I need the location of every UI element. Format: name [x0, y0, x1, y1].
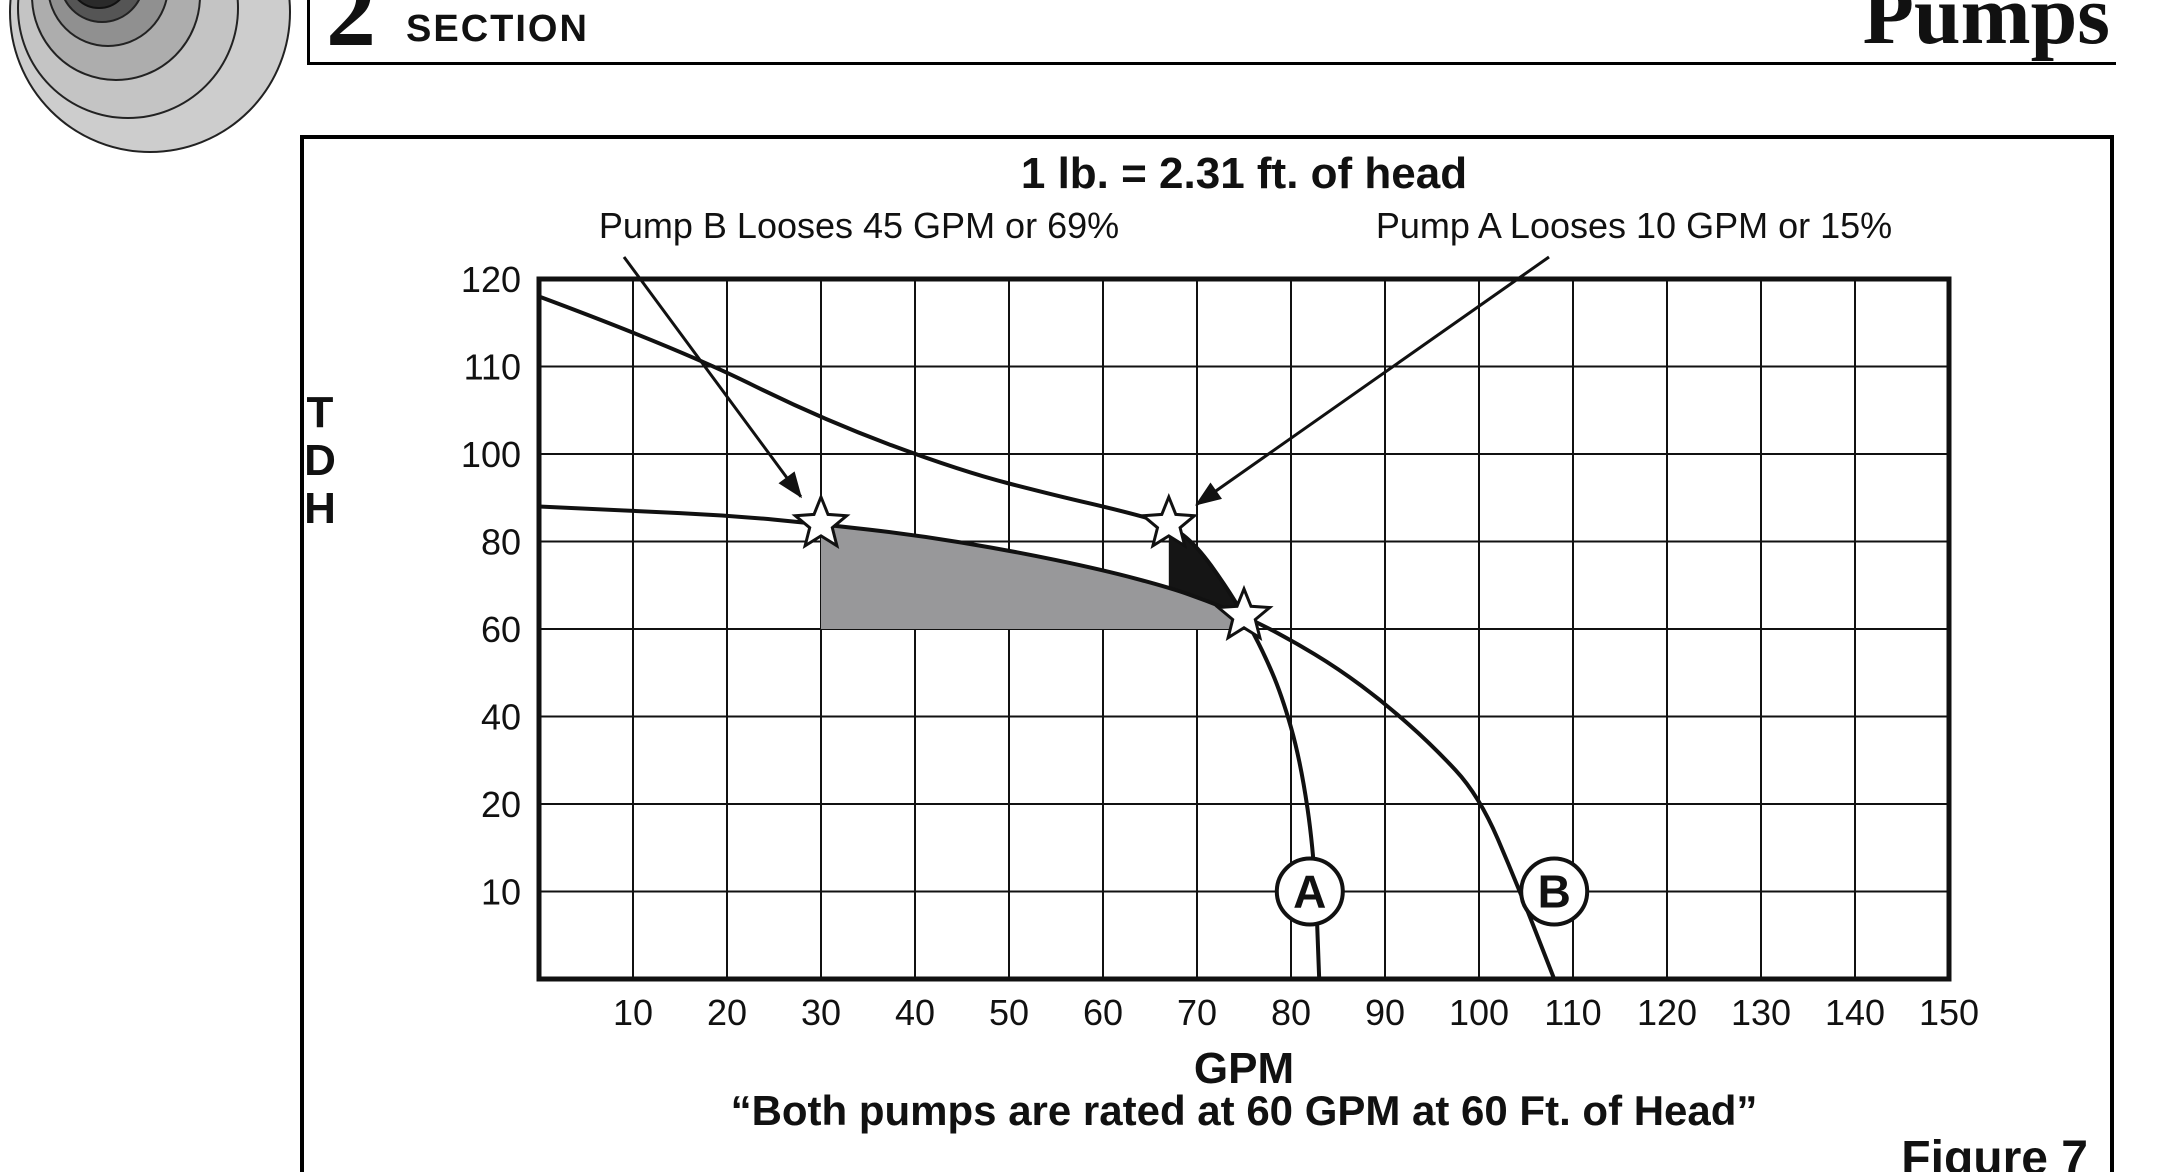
curve-label-letter: B [1538, 866, 1571, 918]
svg-text:30: 30 [801, 992, 841, 1033]
svg-text:50: 50 [989, 992, 1029, 1033]
y-axis-labels: 120 110 100 80 60 40 20 10 [461, 259, 521, 913]
svg-text:20: 20 [707, 992, 747, 1033]
svg-text:H: H [304, 484, 336, 533]
section-label: SECTION [406, 8, 589, 50]
curve-pump-a [538, 294, 1322, 980]
svg-text:80: 80 [1271, 992, 1311, 1033]
chart-caption: “Both pumps are rated at 60 GPM at 60 Ft… [730, 1087, 1758, 1134]
svg-text:40: 40 [895, 992, 935, 1033]
x-axis-title: GPM [1194, 1044, 1294, 1093]
operating-point-star [791, 492, 851, 550]
header-rule: 2 SECTION Pumps [307, 0, 2116, 65]
svg-text:140: 140 [1825, 992, 1885, 1033]
svg-text:100: 100 [1449, 992, 1509, 1033]
svg-text:100: 100 [461, 434, 521, 475]
curve-label-circle-a [1274, 856, 1345, 927]
impeller-ring [63, 0, 141, 23]
annotation-pump-b: Pump B Looses 45 GPM or 69% [598, 205, 1120, 246]
svg-text:40: 40 [481, 697, 521, 738]
curve-label-circle-b [1519, 856, 1590, 927]
operating-point-star [1139, 492, 1199, 550]
svg-text:10: 10 [613, 992, 653, 1033]
annotation-arrow [622, 256, 803, 499]
section-number: 2 [326, 0, 376, 67]
figure-label: Figure 7 [1901, 1132, 2088, 1172]
annotation-arrow [1194, 255, 1550, 506]
svg-text:D: D [304, 436, 336, 485]
figure-box: 1 lb. = 2.31 ft. of head Pump B Looses 4… [300, 135, 2114, 1172]
svg-text:110: 110 [464, 347, 521, 388]
annotation-pump-a: Pump A Looses 10 GPM or 15% [1375, 205, 1893, 246]
impeller-hub [77, 0, 121, 9]
pump-b-flow-loss-area [821, 524, 1244, 629]
y-axis-title: TDH [304, 388, 336, 533]
svg-text:90: 90 [1365, 992, 1405, 1033]
plot-border [536, 276, 1952, 982]
x-axis-labels: 10 20 30 40 50 60 70 80 90 100 110 120 130 140 150 [613, 992, 1979, 1033]
svg-text:60: 60 [1083, 992, 1123, 1033]
chart-title: 1 lb. = 2.31 ft. of head [1020, 149, 1468, 198]
svg-text:80: 80 [481, 522, 521, 563]
page-title: Pumps [1862, 0, 2110, 62]
svg-text:110: 110 [1544, 992, 1601, 1033]
svg-text:70: 70 [1177, 992, 1217, 1033]
curve-pump-b [538, 504, 1557, 980]
svg-text:60: 60 [481, 609, 521, 650]
operating-point-star [1214, 584, 1274, 641]
svg-text:10: 10 [481, 872, 521, 913]
curve-label-letter: A [1293, 866, 1326, 918]
svg-text:20: 20 [481, 784, 521, 825]
svg-text:120: 120 [461, 259, 521, 300]
svg-text:150: 150 [1919, 992, 1979, 1033]
svg-text:120: 120 [1637, 992, 1697, 1033]
svg-text:130: 130 [1731, 992, 1791, 1033]
pump-impeller-logo [9, 0, 291, 153]
svg-text:T: T [307, 388, 334, 437]
